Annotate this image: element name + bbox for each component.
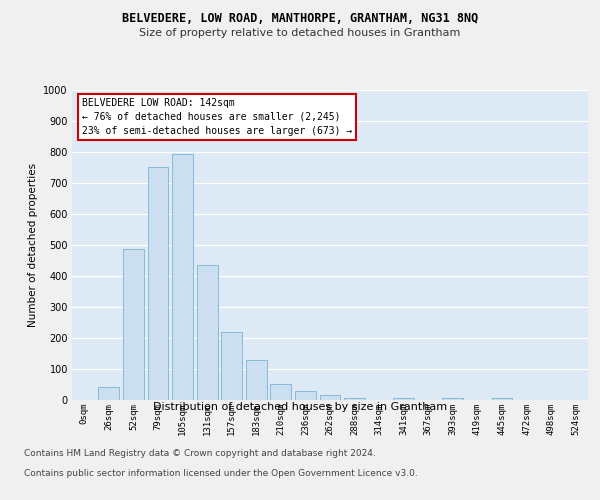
Bar bbox=[148, 168, 169, 400]
Text: BELVEDERE, LOW ROAD, MANTHORPE, GRANTHAM, NG31 8NQ: BELVEDERE, LOW ROAD, MANTHORPE, GRANTHAM… bbox=[122, 12, 478, 26]
Bar bbox=[491, 398, 512, 400]
Text: Size of property relative to detached houses in Grantham: Size of property relative to detached ho… bbox=[139, 28, 461, 38]
Bar bbox=[271, 384, 292, 400]
Text: Distribution of detached houses by size in Grantham: Distribution of detached houses by size … bbox=[153, 402, 447, 412]
Bar bbox=[123, 249, 144, 400]
Bar bbox=[221, 332, 242, 400]
Bar bbox=[197, 265, 218, 400]
Bar bbox=[98, 386, 119, 400]
Y-axis label: Number of detached properties: Number of detached properties bbox=[28, 163, 38, 327]
Bar bbox=[442, 398, 463, 400]
Bar bbox=[320, 396, 340, 400]
Bar bbox=[393, 398, 414, 400]
Bar bbox=[295, 392, 316, 400]
Bar bbox=[172, 154, 193, 400]
Text: Contains HM Land Registry data © Crown copyright and database right 2024.: Contains HM Land Registry data © Crown c… bbox=[24, 448, 376, 458]
Text: Contains public sector information licensed under the Open Government Licence v3: Contains public sector information licen… bbox=[24, 468, 418, 477]
Bar bbox=[246, 360, 267, 400]
Text: BELVEDERE LOW ROAD: 142sqm
← 76% of detached houses are smaller (2,245)
23% of s: BELVEDERE LOW ROAD: 142sqm ← 76% of deta… bbox=[82, 98, 353, 136]
Bar bbox=[344, 398, 365, 400]
